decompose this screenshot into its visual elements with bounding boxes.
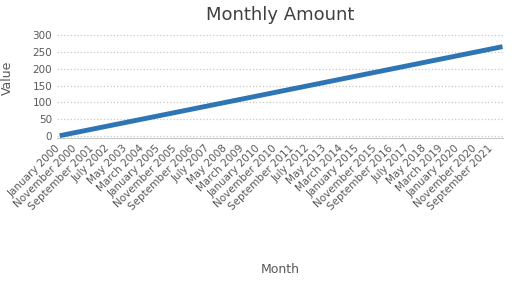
Text: Month: Month bbox=[261, 264, 300, 276]
Text: Value: Value bbox=[1, 60, 15, 95]
Title: Monthly Amount: Monthly Amount bbox=[206, 6, 354, 24]
